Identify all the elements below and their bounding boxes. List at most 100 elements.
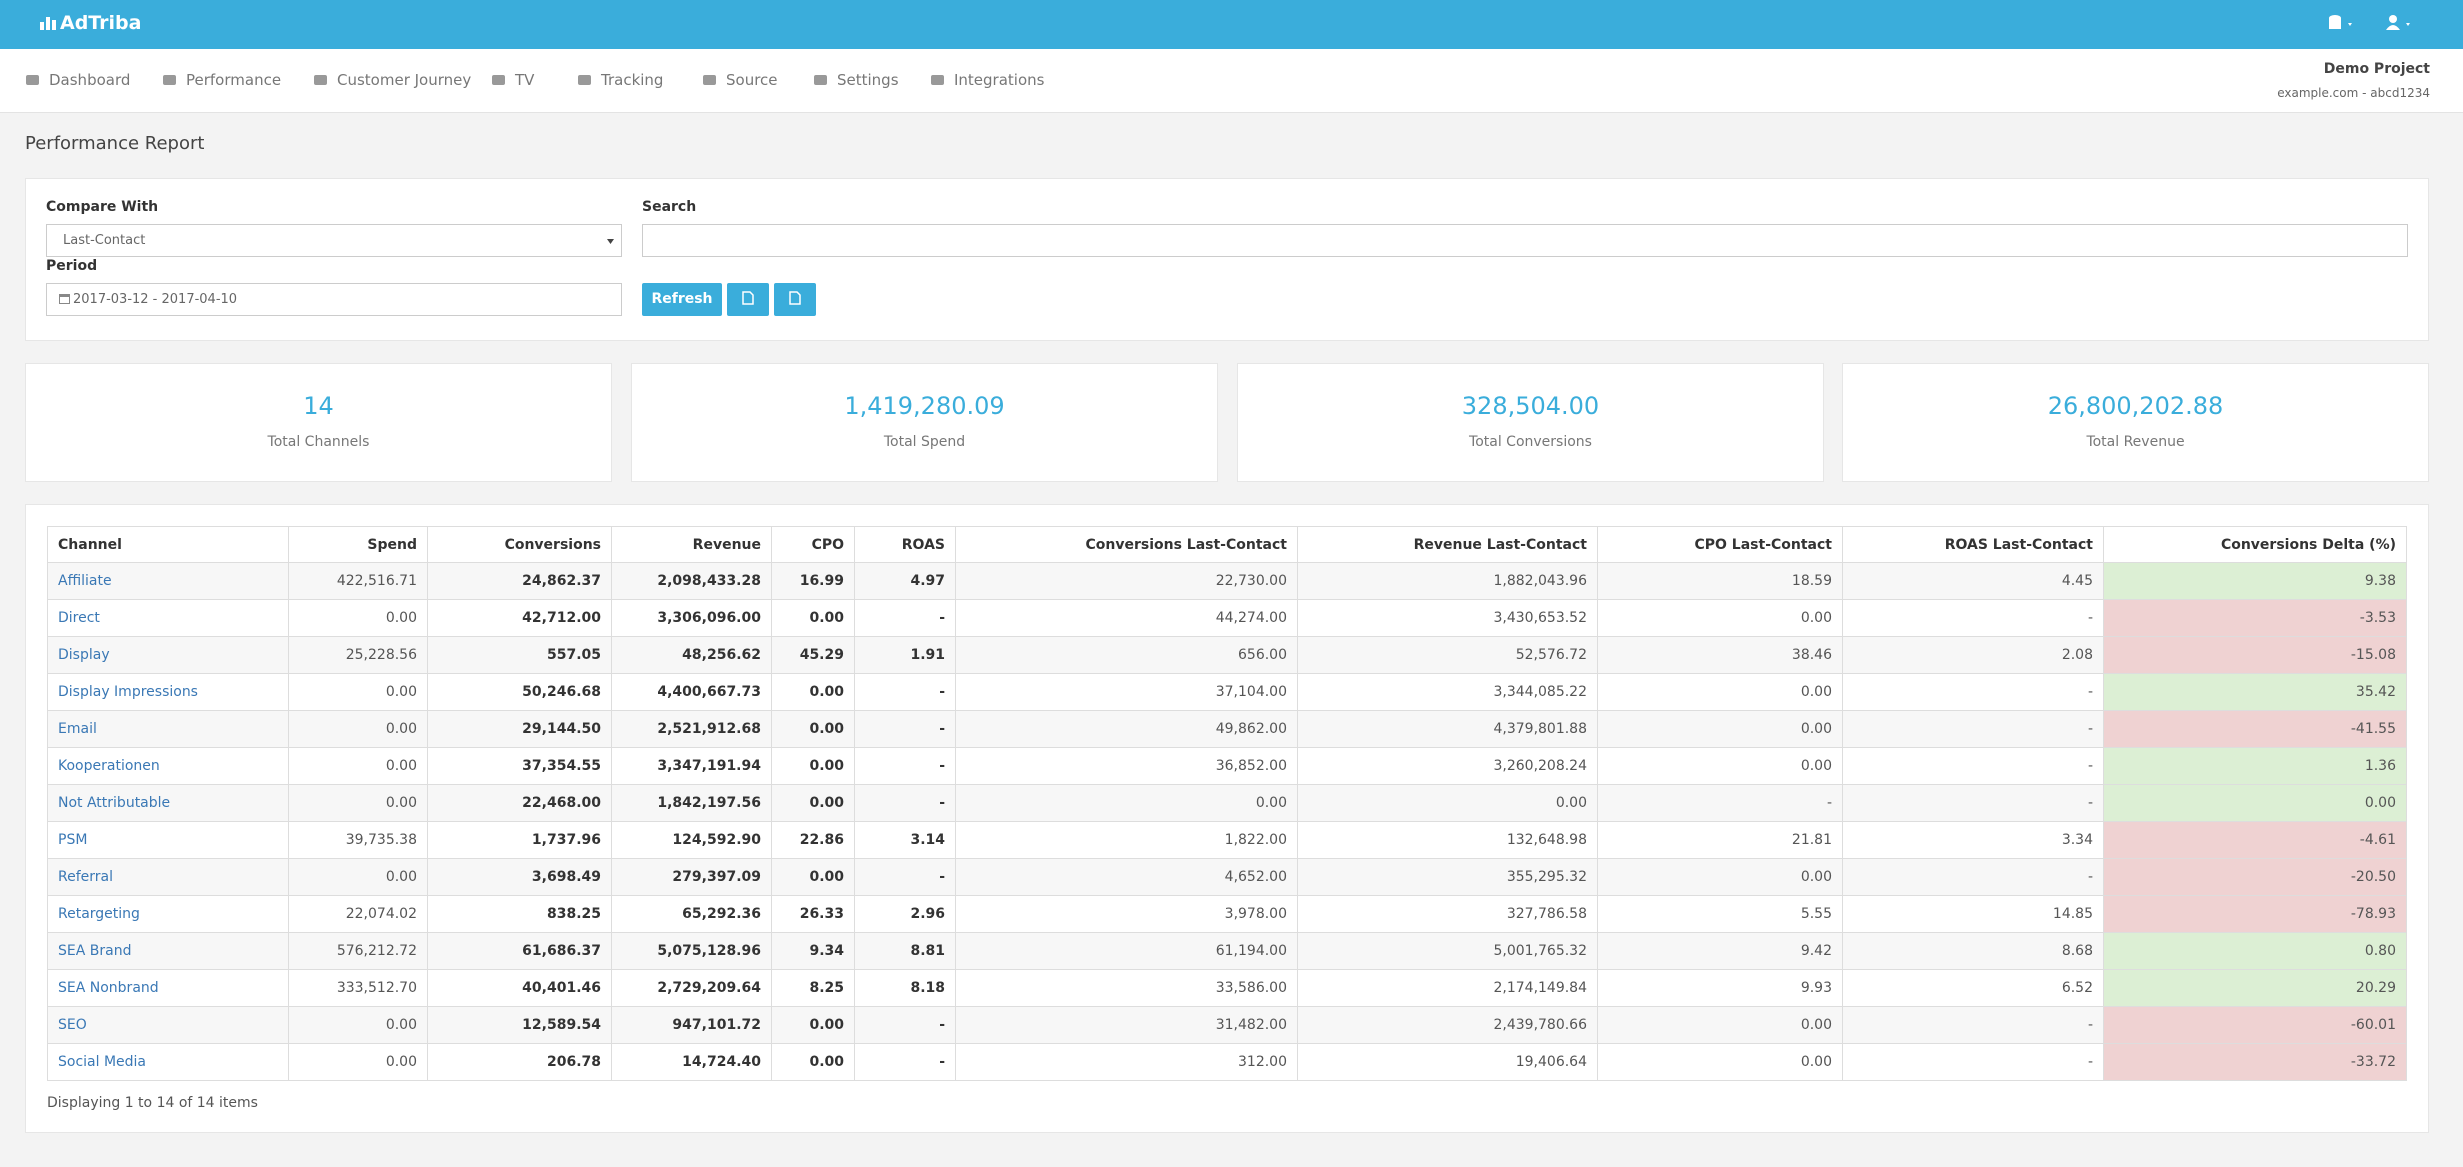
brand[interactable]: AdTriba: [40, 12, 141, 34]
stat-label: Total Channels: [267, 434, 370, 450]
stat-card: 14 Total Channels: [25, 363, 612, 482]
channel-link[interactable]: Affiliate: [47, 562, 289, 600]
table-cell: 0.00: [771, 599, 855, 637]
table-cell: 1.91: [854, 636, 956, 674]
table-row: SEA Nonbrand 333,512.70 40,401.46 2,729,209…: [47, 969, 2407, 1007]
table-cell: 21.81: [1597, 821, 1843, 859]
table-cell: -: [1842, 858, 2104, 896]
table-cell: 65,292.36: [611, 895, 772, 933]
database-menu[interactable]: [2328, 14, 2358, 34]
compare-select[interactable]: Last-Contact: [46, 224, 622, 257]
table-cell: 6.52: [1842, 969, 2104, 1007]
table-cell: 0.00: [1597, 673, 1843, 711]
nav-item[interactable]: Customer Journey: [313, 71, 471, 89]
channel-link[interactable]: SEA Brand: [47, 932, 289, 970]
nav-label: Customer Journey: [337, 71, 472, 89]
project-name[interactable]: Demo Project: [2323, 61, 2430, 77]
table-cell: 1,737.96: [427, 821, 612, 859]
table-cell: 8.25: [771, 969, 855, 1007]
nav-item[interactable]: Integrations: [930, 71, 1044, 89]
channel-link[interactable]: Direct: [47, 599, 289, 637]
column-header: CPO Last-Contact: [1597, 526, 1843, 563]
nav-item[interactable]: TV: [491, 71, 534, 89]
channel-link[interactable]: Display Impressions: [47, 673, 289, 711]
table-cell: 40,401.46: [427, 969, 612, 1007]
user-menu[interactable]: [2386, 14, 2416, 34]
column-header: Revenue: [611, 526, 772, 563]
table-cell: 33,586.00: [955, 969, 1298, 1007]
search-input[interactable]: [642, 224, 2408, 257]
nav-item[interactable]: Settings: [813, 71, 899, 89]
table-cell: 0.00: [288, 784, 428, 822]
table-cell: 5,075,128.96: [611, 932, 772, 970]
export-pdf-button[interactable]: [774, 283, 816, 316]
table-cell: 42,712.00: [427, 599, 612, 637]
table-row: Kooperationen 0.00 37,354.55 3,347,191.94 0.…: [47, 747, 2407, 785]
table-cell: 22,468.00: [427, 784, 612, 822]
table-cell: 9.34: [771, 932, 855, 970]
table-cell: 35.42: [2103, 673, 2407, 711]
table-cell: 4,400,667.73: [611, 673, 772, 711]
table-cell: 0.00: [771, 1043, 855, 1081]
table-cell: 20.29: [2103, 969, 2407, 1007]
table-cell: 557.05: [427, 636, 612, 674]
channel-link[interactable]: Email: [47, 710, 289, 748]
channel-link[interactable]: Kooperationen: [47, 747, 289, 785]
column-header: Channel: [47, 526, 289, 563]
table-cell: 8.18: [854, 969, 956, 1007]
table-cell: 22.86: [771, 821, 855, 859]
nav-item[interactable]: Tracking: [577, 71, 663, 89]
nav-item[interactable]: Source: [702, 71, 778, 89]
channel-link[interactable]: PSM: [47, 821, 289, 859]
nav-item[interactable]: Performance: [162, 71, 281, 89]
table-cell: 37,354.55: [427, 747, 612, 785]
table-cell: 14,724.40: [611, 1043, 772, 1081]
table-cell: 0.00: [1597, 710, 1843, 748]
table-cell: 2,729,209.64: [611, 969, 772, 1007]
export-excel-button[interactable]: [727, 283, 769, 316]
table-cell: 19,406.64: [1297, 1043, 1598, 1081]
channel-link[interactable]: SEA Nonbrand: [47, 969, 289, 1007]
period-label: Period: [46, 258, 98, 274]
table-cell: 3.34: [1842, 821, 2104, 859]
channel-link[interactable]: SEO: [47, 1006, 289, 1044]
channel-link[interactable]: Retargeting: [47, 895, 289, 933]
channel-link[interactable]: Referral: [47, 858, 289, 896]
nav-item[interactable]: Dashboard: [25, 71, 130, 89]
table-cell: -: [854, 1006, 956, 1044]
table-row: SEA Brand 576,212.72 61,686.37 5,075,128.96…: [47, 932, 2407, 970]
table-cell: 8.68: [1842, 932, 2104, 970]
table-cell: 2,174,149.84: [1297, 969, 1598, 1007]
table-cell: 1.36: [2103, 747, 2407, 785]
table-cell: 4,652.00: [955, 858, 1298, 896]
period-input[interactable]: 2017-03-12 - 2017-04-10: [46, 283, 622, 316]
table-cell: -: [1842, 1006, 2104, 1044]
table-cell: 422,516.71: [288, 562, 428, 600]
table-cell: 656.00: [955, 636, 1298, 674]
performance-table: Channel Spend Conversions Revenue CPO ROAS Con…: [47, 526, 2407, 1081]
table-cell: 0.00: [771, 858, 855, 896]
table-cell: 1,842,197.56: [611, 784, 772, 822]
table-cell: 0.00: [288, 599, 428, 637]
table-cell: -: [854, 1043, 956, 1081]
table-cell: 0.00: [771, 784, 855, 822]
refresh-button[interactable]: Refresh: [642, 283, 722, 316]
channel-link[interactable]: Not Attributable: [47, 784, 289, 822]
table-cell: -: [1842, 710, 2104, 748]
column-header: ROAS: [854, 526, 956, 563]
table-cell: 3.14: [854, 821, 956, 859]
nav-icon: [492, 75, 505, 85]
table-cell: 4,379,801.88: [1297, 710, 1598, 748]
column-header: Conversions: [427, 526, 612, 563]
table-cell: 0.00: [1597, 599, 1843, 637]
channel-link[interactable]: Social Media: [47, 1043, 289, 1081]
table-cell: -: [854, 673, 956, 711]
channel-link[interactable]: Display: [47, 636, 289, 674]
table-cell: 3,344,085.22: [1297, 673, 1598, 711]
filter-panel: Compare With Last-Contact Search Period …: [25, 178, 2429, 341]
table-cell: 24,862.37: [427, 562, 612, 600]
table-cell: 2,098,433.28: [611, 562, 772, 600]
table-cell: 45.29: [771, 636, 855, 674]
table-cell: -3.53: [2103, 599, 2407, 637]
